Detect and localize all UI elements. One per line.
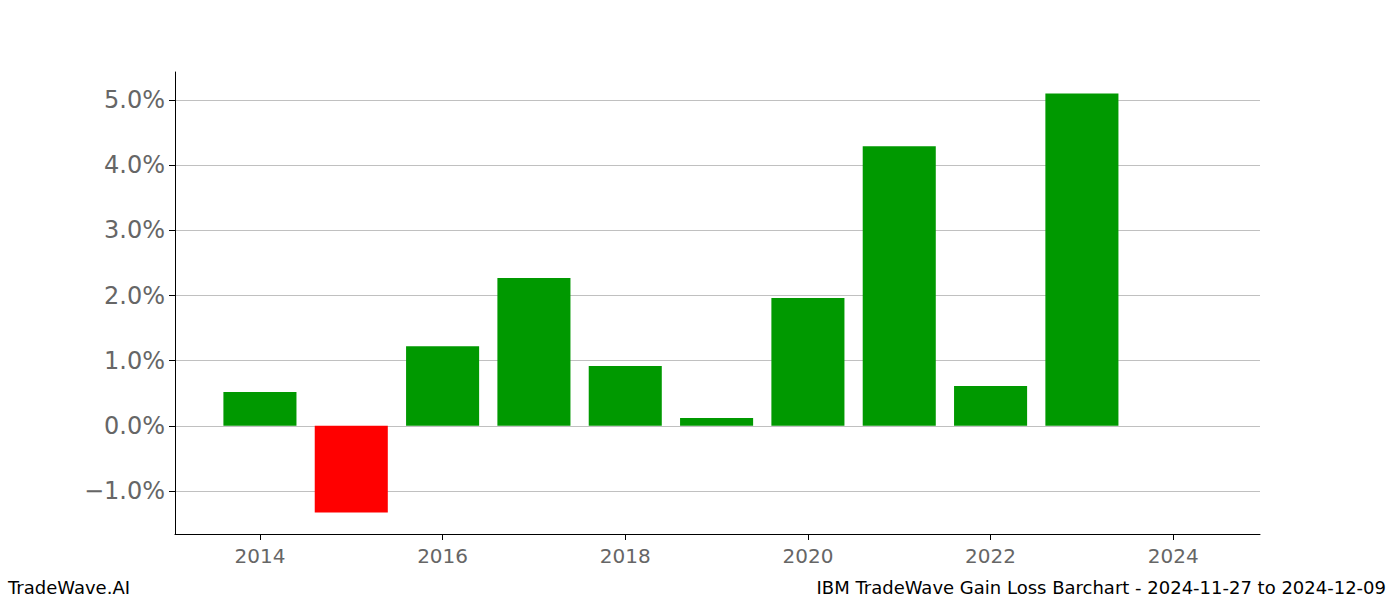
svg-text:2016: 2016 [417,544,468,568]
svg-text:2024: 2024 [1148,544,1199,568]
svg-text:2014: 2014 [234,544,285,568]
svg-text:2022: 2022 [965,544,1016,568]
svg-text:TradeWave.AI: TradeWave.AI [7,577,130,598]
svg-text:IBM TradeWave Gain Loss Barcha: IBM TradeWave Gain Loss Barchart - 2024-… [817,577,1386,598]
svg-text:2018: 2018 [600,544,651,568]
svg-text:2.0%: 2.0% [104,282,165,310]
svg-text:3.0%: 3.0% [104,216,165,244]
svg-text:−1.0%: −1.0% [84,477,165,505]
svg-text:5.0%: 5.0% [104,86,165,114]
svg-text:0.0%: 0.0% [104,412,165,440]
svg-text:2020: 2020 [782,544,833,568]
svg-text:4.0%: 4.0% [104,151,165,179]
svg-text:1.0%: 1.0% [104,347,165,375]
